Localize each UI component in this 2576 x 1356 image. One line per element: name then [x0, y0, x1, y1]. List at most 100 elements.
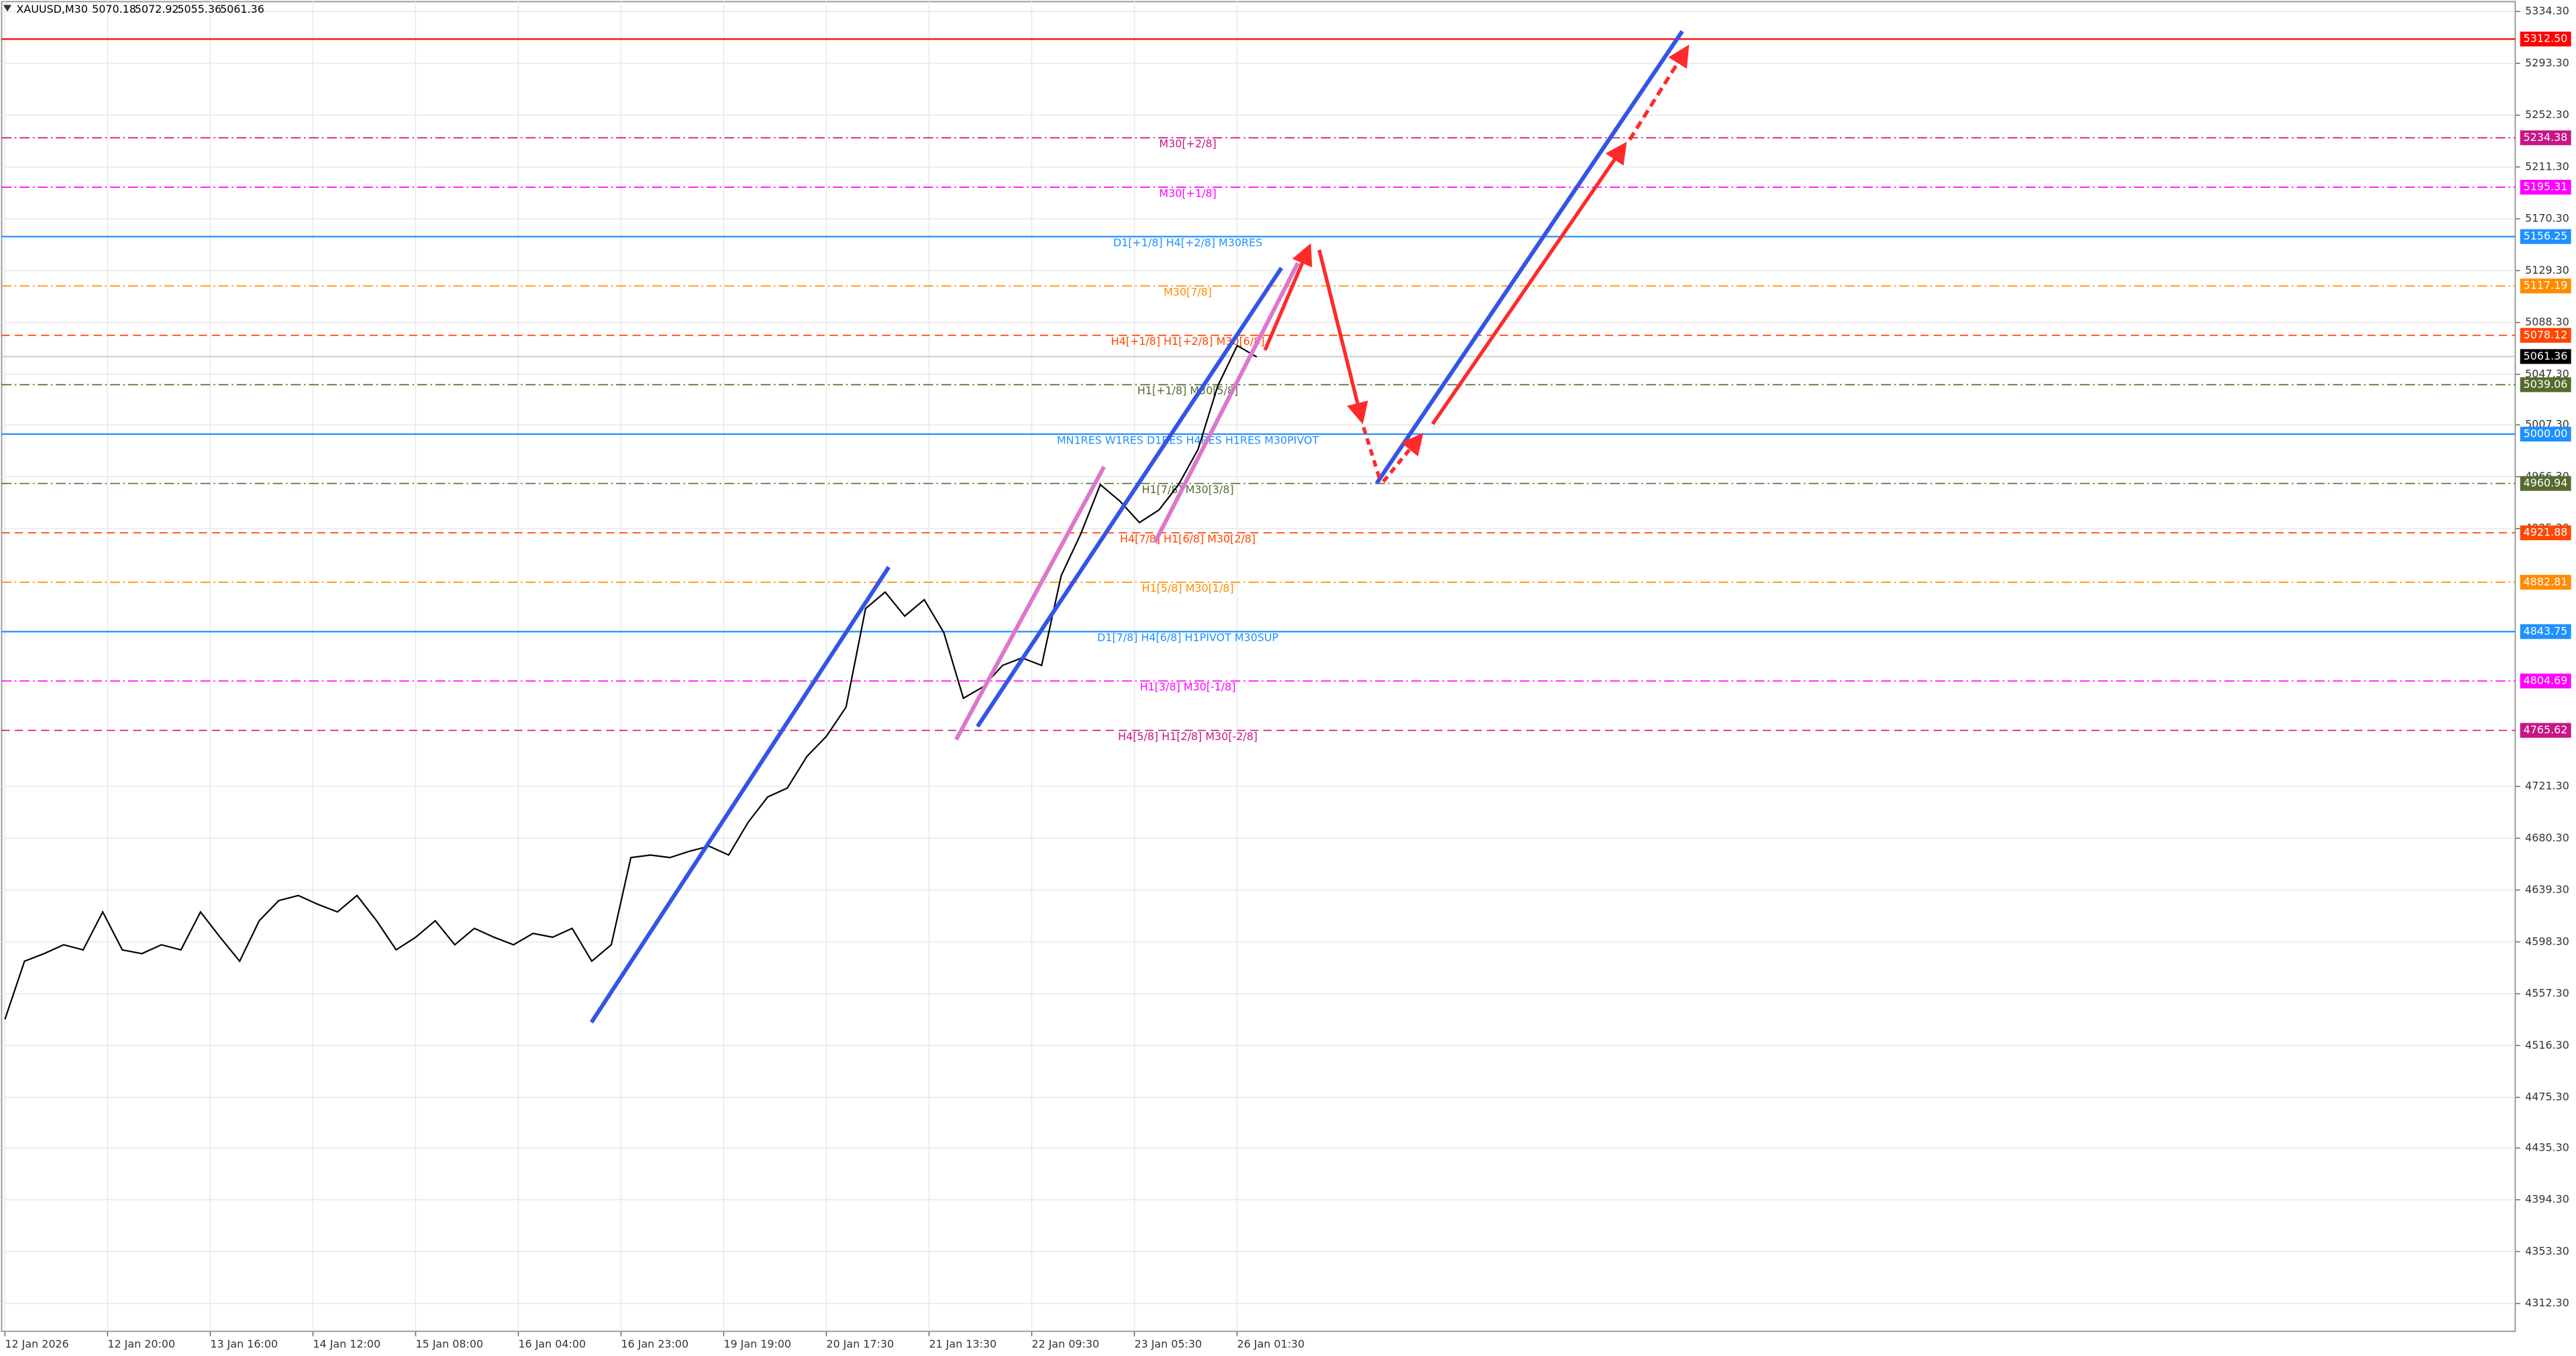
levels: M30[+2/8] M30[+1/8] D1[+1/8] H4[+2/8] M30R…	[1, 38, 2516, 743]
channel-line	[1153, 262, 1300, 543]
level-label: D1[+1/8] H4[+2/8] M30RES	[1113, 236, 1262, 249]
y-tick-label: 5047.30	[2525, 367, 2569, 380]
price-tag	[2520, 574, 2571, 590]
price-tag-label: 5195.31	[2524, 180, 2568, 193]
y-tick-label: 5170.30	[2525, 212, 2569, 225]
price-tag	[2520, 377, 2571, 393]
price-tag-label: 5234.38	[2524, 131, 2568, 144]
price-tag-label: 4960.94	[2524, 476, 2568, 489]
price-tag	[2520, 673, 2571, 688]
y-tick-label: 5129.30	[2525, 264, 2569, 276]
y-tick-label: 4353.30	[2525, 1245, 2569, 1257]
price-tag	[2520, 229, 2571, 244]
arrow-dashed	[1382, 433, 1424, 483]
price-tag-label: 5061.36	[2524, 350, 2568, 362]
x-tick-label: 20 Jan 17:30	[827, 1337, 894, 1350]
x-tick-label: 14 Jan 12:00	[313, 1337, 380, 1350]
x-tick-label: 13 Jan 16:00	[210, 1337, 278, 1350]
trend-line	[1375, 30, 1684, 484]
symbol: XAUUSD,M30	[16, 3, 87, 15]
price-tag	[2520, 624, 2571, 639]
y-tick-label: 4721.30	[2525, 780, 2569, 792]
arrow	[1431, 142, 1627, 425]
price-tag-label: 5156.25	[2524, 229, 2568, 242]
y-tick-label: 5334.30	[2525, 5, 2569, 17]
y-tick-label: 4680.30	[2525, 831, 2569, 844]
x-tick-label: 12 Jan 20:00	[107, 1337, 175, 1350]
level-label: H1[3/8] M30[-1/8]	[1140, 680, 1236, 693]
price-tag-label: 4843.75	[2524, 625, 2568, 637]
axis: 5334.30 5293.30 5252.30 5211.30 5170.30 5129.…	[4, 5, 2571, 1350]
y-tick-label: 5293.30	[2525, 56, 2569, 69]
level-label: M30[+2/8]	[1160, 138, 1217, 150]
price-tag	[2520, 723, 2571, 738]
price-tag	[2520, 476, 2571, 491]
x-tick-label: 12 Jan 2026	[5, 1337, 68, 1350]
plot-frame	[1, 1, 2516, 1333]
price-tag	[2520, 130, 2571, 146]
level-label: H4[5/8] H1[2/8] M30[-2/8]	[1118, 730, 1257, 743]
ohlc-value: 5061.36	[220, 3, 264, 15]
y-tick-label: 4394.30	[2525, 1193, 2569, 1206]
drawings	[589, 30, 1690, 1024]
level-label: M30[7/8]	[1164, 285, 1212, 298]
price-tag-label: 5078.12	[2524, 328, 2568, 341]
x-tick-label: 16 Jan 23:00	[621, 1337, 688, 1350]
grid	[1, 0, 2516, 1332]
level-label: H1[5/8] M30[1/8]	[1142, 582, 1234, 594]
x-tick-label: 22 Jan 09:30	[1032, 1337, 1100, 1350]
x-tick-label: 21 Jan 13:30	[929, 1337, 997, 1350]
price-tag	[2520, 179, 2571, 195]
y-tick-label: 4598.30	[2525, 935, 2569, 947]
arrow	[1317, 249, 1368, 425]
level-label: H4[7/8] H1[6/8] M30[2/8]	[1120, 532, 1255, 545]
arrow-dashed	[1628, 44, 1690, 141]
price-tag-label: 4921.88	[2524, 526, 2568, 539]
x-tick-label: 16 Jan 04:00	[518, 1337, 586, 1350]
price-tag	[2520, 32, 2571, 47]
y-tick-label: 4516.30	[2525, 1039, 2569, 1051]
level-label: H4[+1/8] H1[+2/8] M30[6/8]	[1111, 335, 1265, 348]
price-line	[4, 344, 1257, 1020]
level-label: H1[+1/8] M30[5/8]	[1137, 384, 1238, 397]
channel-line	[954, 466, 1106, 741]
price-tag-label: 4882.81	[2524, 575, 2568, 588]
trend-line	[976, 266, 1284, 728]
header-icon	[3, 5, 12, 12]
ohlc-value: 5070.18	[92, 3, 136, 15]
level-label: MN1RES W1RES D1RES H4RES H1RES M30PIVOT	[1057, 433, 1319, 446]
price-tag-label: 5000.00	[2524, 427, 2568, 439]
y-tick-label: 4312.30	[2525, 1296, 2569, 1309]
level-label: D1[7/8] H4[6/8] H1PIVOT M30SUP	[1097, 631, 1278, 644]
trend-line	[589, 566, 891, 1024]
price-tag	[2520, 327, 2571, 343]
x-tick-label: 23 Jan 05:30	[1135, 1337, 1202, 1350]
y-tick-label: 4475.30	[2525, 1090, 2569, 1103]
price-tag-label: 5312.50	[2524, 32, 2568, 45]
level-label: M30[+1/8]	[1160, 187, 1217, 199]
price-tag	[2520, 426, 2571, 441]
y-tick-label: 4435.30	[2525, 1141, 2569, 1153]
price-tag-label: 5117.19	[2524, 279, 2568, 292]
x-tick-label: 19 Jan 19:00	[723, 1337, 791, 1350]
y-tick-label: 4557.30	[2525, 987, 2569, 1000]
arrow-dashed	[1361, 427, 1382, 481]
price-tag	[2520, 349, 2571, 364]
price-tag	[2520, 525, 2571, 541]
ohlc-value: 5055.36	[177, 3, 221, 15]
arrow	[1263, 243, 1312, 351]
x-tick-label: 15 Jan 08:00	[415, 1337, 483, 1350]
level-label: H1[7/8] M30[3/8]	[1142, 483, 1234, 496]
series	[4, 344, 1257, 1020]
ohlc-value: 5072.92	[135, 3, 179, 15]
price-tag-label: 4765.62	[2524, 723, 2568, 736]
price-tag	[2520, 278, 2571, 294]
y-tick-label: 5088.30	[2525, 315, 2569, 328]
y-tick-label: 5211.30	[2525, 160, 2569, 172]
price-tag-label: 4804.69	[2524, 674, 2568, 686]
x-tick-label: 26 Jan 01:30	[1237, 1337, 1305, 1350]
y-tick-label: 4639.30	[2525, 883, 2569, 896]
